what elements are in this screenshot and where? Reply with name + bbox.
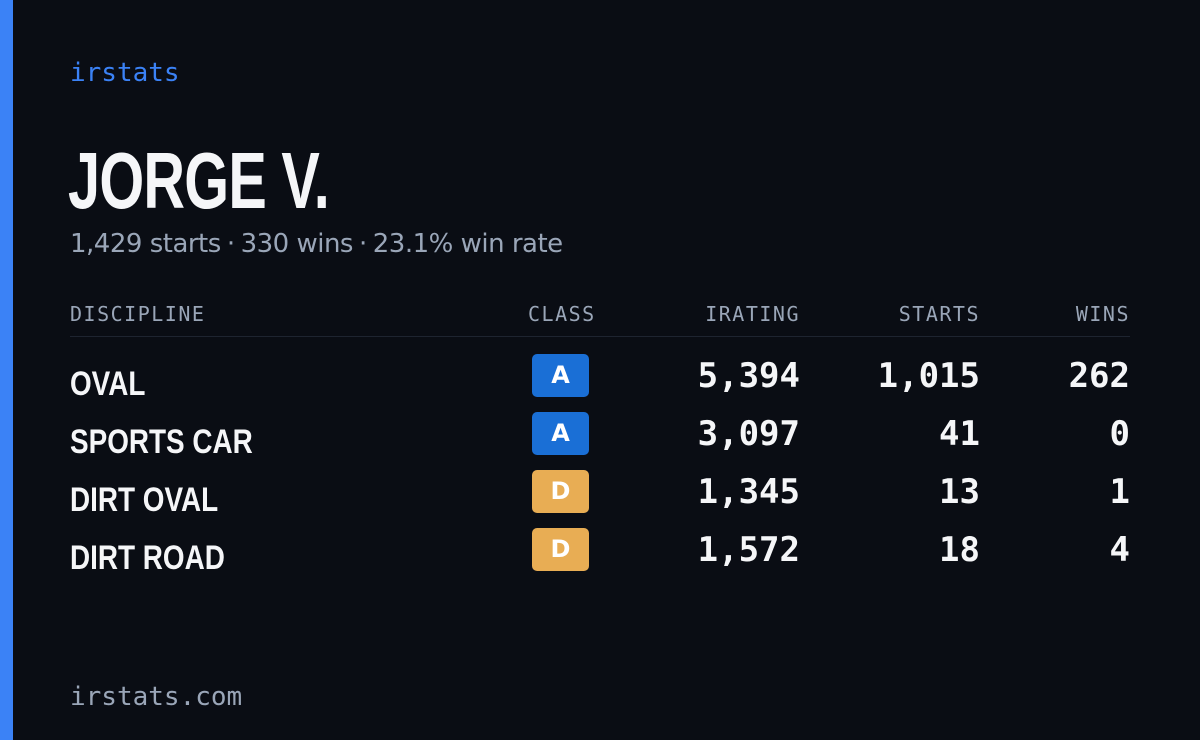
brand-logo-text: irstats bbox=[70, 58, 180, 88]
wins-value: 1 bbox=[1109, 472, 1130, 512]
starts-value: 1,015 bbox=[877, 356, 980, 396]
footer-domain: irstats.com bbox=[70, 682, 243, 712]
column-header-discipline: DISCIPLINE bbox=[70, 302, 206, 326]
irating-value: 1,572 bbox=[697, 530, 800, 570]
table-body: OVAL A 5,394 1,015 262 SPORTS CAR A 3,09… bbox=[70, 353, 1130, 585]
discipline-name: DIRT ROAD bbox=[70, 539, 225, 577]
starts-value: 13 bbox=[939, 472, 980, 512]
column-header-wins: WINS bbox=[1075, 302, 1130, 326]
summary-separator: · bbox=[226, 229, 235, 259]
irating-value: 3,097 bbox=[697, 414, 800, 454]
irating-value: 1,345 bbox=[697, 472, 800, 512]
summary-separator: · bbox=[358, 229, 367, 259]
discipline-name: OVAL bbox=[70, 365, 146, 403]
wins-value: 262 bbox=[1068, 356, 1130, 396]
table-row: SPORTS CAR A 3,097 41 0 bbox=[70, 411, 1130, 469]
table-header-row: DISCIPLINE CLASS IRATING STARTS WINS bbox=[70, 296, 1130, 337]
starts-value: 18 bbox=[939, 530, 980, 570]
wins-value: 4 bbox=[1109, 530, 1130, 570]
license-class-badge: A bbox=[532, 354, 589, 397]
irating-value: 5,394 bbox=[697, 356, 800, 396]
table-row: DIRT OVAL D 1,345 13 1 bbox=[70, 469, 1130, 527]
table-row: DIRT ROAD D 1,572 18 4 bbox=[70, 527, 1130, 585]
discipline-name: DIRT OVAL bbox=[70, 481, 219, 519]
summary-win-rate: 23.1% win rate bbox=[372, 229, 563, 259]
license-class-badge: D bbox=[532, 470, 589, 513]
column-header-irating: IRATING bbox=[705, 302, 800, 326]
license-class-badge: D bbox=[532, 528, 589, 571]
license-class-badge: A bbox=[532, 412, 589, 455]
player-name: JORGE V. bbox=[68, 136, 330, 225]
column-header-starts: STARTS bbox=[898, 302, 980, 326]
career-summary: 1,429 starts · 330 wins · 23.1% win rate bbox=[70, 226, 563, 262]
summary-wins: 330 wins bbox=[240, 229, 354, 259]
discipline-stats-table: DISCIPLINE CLASS IRATING STARTS WINS OVA… bbox=[70, 296, 1130, 585]
wins-value: 0 bbox=[1109, 414, 1130, 454]
discipline-name: SPORTS CAR bbox=[70, 423, 253, 461]
table-row: OVAL A 5,394 1,015 262 bbox=[70, 353, 1130, 411]
accent-bar bbox=[0, 0, 13, 740]
summary-starts: 1,429 starts bbox=[70, 229, 221, 259]
starts-value: 41 bbox=[939, 414, 980, 454]
column-header-class: CLASS bbox=[528, 302, 596, 326]
